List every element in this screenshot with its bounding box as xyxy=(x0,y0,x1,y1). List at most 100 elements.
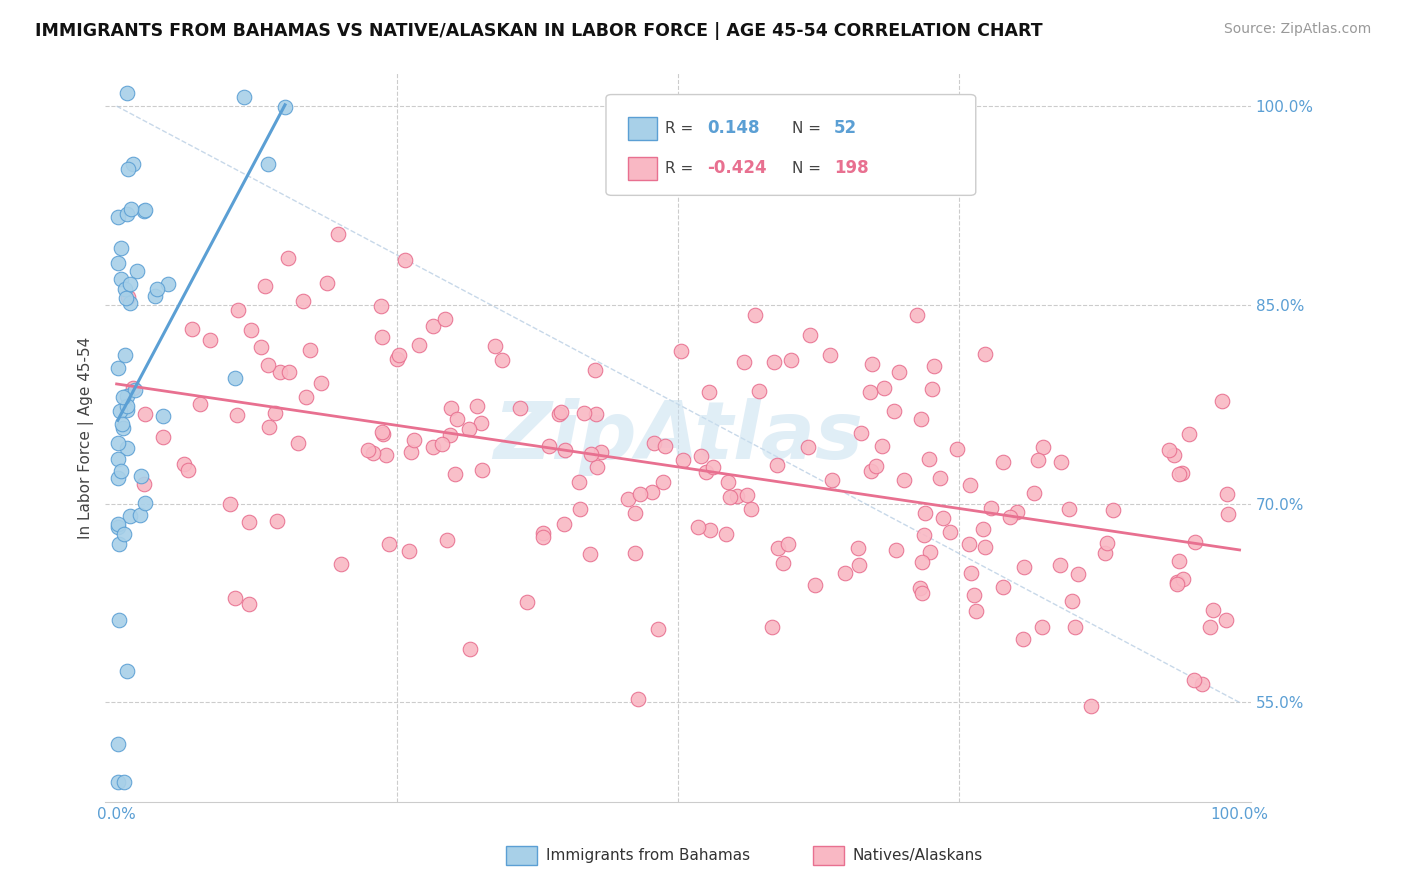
Point xyxy=(378,536,401,550)
Point xyxy=(911,586,934,600)
Text: -0.424: -0.424 xyxy=(707,160,766,178)
Point xyxy=(292,294,315,309)
Point xyxy=(250,340,273,354)
Point xyxy=(111,391,134,405)
Point xyxy=(586,459,609,474)
Text: N =: N = xyxy=(792,120,825,136)
Point xyxy=(1171,466,1194,480)
Point xyxy=(554,443,576,458)
Point xyxy=(125,264,148,278)
Point xyxy=(132,204,155,219)
Point xyxy=(226,409,249,423)
Point xyxy=(269,366,291,380)
Point xyxy=(277,251,299,265)
Point xyxy=(957,536,980,550)
Point xyxy=(848,558,870,573)
Point xyxy=(128,508,150,522)
Point xyxy=(1080,698,1102,713)
Point xyxy=(647,623,669,637)
Point xyxy=(361,446,384,460)
Point xyxy=(846,541,869,555)
Point xyxy=(686,520,709,534)
Point xyxy=(717,475,740,489)
Point xyxy=(107,436,129,450)
Point xyxy=(295,390,318,404)
Point xyxy=(439,428,461,442)
Point xyxy=(998,509,1021,524)
Point xyxy=(509,401,531,415)
Point xyxy=(851,426,873,441)
Point xyxy=(617,491,640,506)
Point xyxy=(375,448,398,462)
Point xyxy=(256,358,278,372)
Point xyxy=(887,365,910,379)
Point xyxy=(797,440,820,454)
Point xyxy=(112,421,135,435)
Point xyxy=(117,161,139,176)
Point xyxy=(735,488,758,502)
Point xyxy=(1163,448,1185,462)
Point xyxy=(579,447,602,461)
Point xyxy=(115,86,138,100)
Point xyxy=(107,520,129,534)
Point xyxy=(370,299,392,313)
Point xyxy=(118,296,141,310)
Point xyxy=(121,381,143,395)
Point xyxy=(117,290,139,304)
Point xyxy=(960,566,983,581)
Point xyxy=(1102,503,1125,517)
Point xyxy=(1198,620,1220,634)
Point xyxy=(120,202,142,217)
Text: R =: R = xyxy=(665,120,699,136)
Point xyxy=(129,469,152,483)
Point xyxy=(550,405,572,419)
Point xyxy=(627,692,650,706)
Point xyxy=(181,321,204,335)
Point xyxy=(821,473,844,487)
Point xyxy=(315,276,337,290)
Point xyxy=(436,533,458,547)
Point xyxy=(939,524,962,539)
Point xyxy=(870,439,893,453)
Point xyxy=(110,272,132,286)
Point xyxy=(1064,620,1087,634)
Point xyxy=(1191,677,1213,691)
Point xyxy=(1031,620,1053,634)
Point xyxy=(973,347,995,361)
Text: Immigrants from Bahamas: Immigrants from Bahamas xyxy=(546,848,749,863)
Point xyxy=(1067,566,1090,581)
Point xyxy=(433,311,456,326)
Point xyxy=(440,401,463,416)
Point xyxy=(714,526,737,541)
Point xyxy=(107,613,129,627)
Point xyxy=(568,475,591,489)
Point xyxy=(965,604,987,618)
Point xyxy=(1166,576,1188,591)
Point xyxy=(394,253,416,268)
Point xyxy=(422,440,444,454)
Point xyxy=(766,458,789,472)
Point xyxy=(516,594,538,608)
Point xyxy=(763,355,786,369)
Point xyxy=(778,537,800,551)
Point xyxy=(114,347,136,361)
Point xyxy=(905,309,928,323)
Point xyxy=(107,471,129,485)
Point xyxy=(702,460,724,475)
Point xyxy=(152,430,174,444)
Point xyxy=(132,476,155,491)
Point xyxy=(583,362,606,376)
Point xyxy=(238,516,260,530)
Point xyxy=(266,514,288,528)
Point xyxy=(1060,594,1083,608)
Point xyxy=(1049,455,1071,469)
Point xyxy=(860,357,883,371)
Text: 198: 198 xyxy=(834,160,869,178)
Point xyxy=(818,348,841,362)
Point xyxy=(918,451,941,466)
Point xyxy=(911,555,934,569)
Point xyxy=(387,351,409,366)
Point xyxy=(107,775,129,789)
Point xyxy=(974,540,997,554)
Point xyxy=(198,333,221,347)
